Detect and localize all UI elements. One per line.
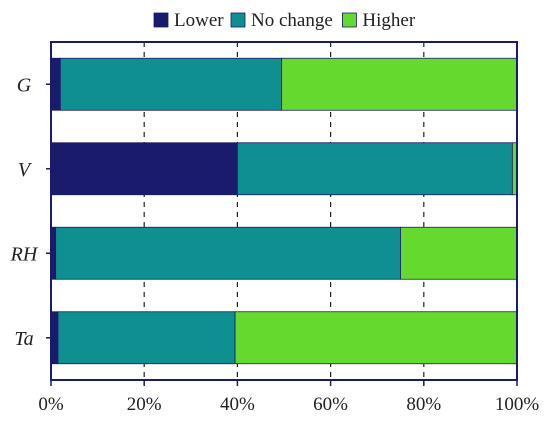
category-label: RH xyxy=(10,243,39,265)
bar-segment xyxy=(234,311,518,365)
bar-segment xyxy=(57,311,236,365)
bar-segment xyxy=(281,57,518,111)
category-label: G xyxy=(17,74,32,96)
y-axis-categories: G V RH Ta xyxy=(10,74,51,350)
bar-segment xyxy=(50,142,238,196)
category-label: V xyxy=(18,159,33,181)
legend-swatch xyxy=(153,12,169,28)
x-axis-ticks: 0% 20% 40% 60% 80% 100% xyxy=(38,380,539,415)
bars xyxy=(50,57,518,365)
bar-segment xyxy=(236,142,513,196)
legend: Lower No change Higher xyxy=(153,10,416,31)
x-tick-label: 40% xyxy=(220,394,255,415)
bar-segment xyxy=(59,57,283,111)
category-label: Ta xyxy=(14,328,33,350)
bar-segment xyxy=(50,57,61,111)
x-tick-label: 80% xyxy=(406,394,441,415)
x-tick-label: 100% xyxy=(495,394,540,415)
x-tick-label: 20% xyxy=(127,394,162,415)
bar-segment xyxy=(400,226,518,280)
legend-swatch xyxy=(341,12,357,28)
legend-label: Lower xyxy=(174,10,224,31)
plot-area-frame xyxy=(50,41,518,381)
legend-swatch xyxy=(230,12,246,28)
legend-label: No change xyxy=(251,10,333,31)
bar-segment xyxy=(55,226,401,280)
x-tick-label: 0% xyxy=(38,394,64,415)
x-tick-label: 60% xyxy=(313,394,348,415)
bar-segment xyxy=(50,311,59,365)
legend-label: Higher xyxy=(362,10,415,31)
